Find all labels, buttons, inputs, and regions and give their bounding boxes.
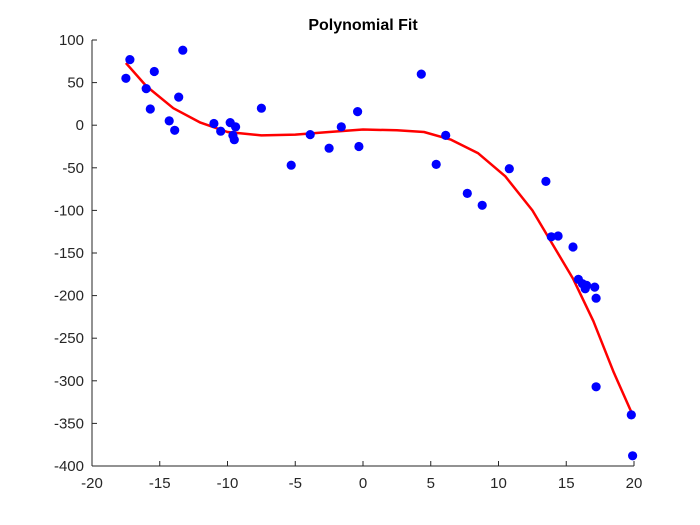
data-point [591, 293, 601, 303]
data-point [336, 122, 346, 132]
x-tick-label: -10 [217, 475, 239, 492]
x-tick-label: 10 [490, 475, 507, 492]
data-point [477, 200, 487, 210]
data-point [441, 130, 451, 140]
data-points [121, 45, 638, 461]
y-tick-label: -200 [54, 288, 84, 305]
y-tick-label: 100 [59, 32, 84, 49]
chart-title: Polynomial Fit [308, 17, 418, 34]
data-point [141, 84, 151, 94]
data-point [209, 118, 219, 129]
data-point [324, 143, 334, 153]
data-point [125, 55, 135, 65]
data-point [121, 73, 131, 83]
y-tick-label: -150 [54, 245, 84, 262]
x-tick-label: -15 [149, 475, 171, 492]
data-point [582, 280, 592, 290]
data-point [145, 104, 155, 114]
x-tick-label: -5 [289, 475, 302, 492]
data-point [416, 69, 426, 79]
y-tick-label: -350 [54, 415, 84, 432]
data-point [541, 176, 551, 186]
x-tick-label: 20 [626, 475, 643, 492]
data-point [628, 451, 638, 461]
y-tick-label: 50 [67, 75, 84, 92]
data-point [305, 130, 315, 140]
data-point [354, 141, 364, 152]
data-point [553, 231, 563, 241]
data-point [626, 410, 636, 420]
fit-line-group [124, 62, 634, 416]
data-point [149, 66, 159, 77]
data-point [353, 107, 363, 117]
data-point [164, 116, 174, 126]
axes: -20 -15 -10 -5 0 5 10 15 20100500-50-100-150-200… [54, 32, 642, 492]
y-tick-label: -400 [54, 458, 84, 475]
y-tick-label: -300 [54, 373, 84, 390]
y-tick-label: 0 [76, 117, 84, 134]
y-tick-label: -50 [62, 160, 84, 177]
data-point [591, 382, 601, 392]
data-point [170, 125, 180, 135]
data-point [431, 159, 441, 169]
y-tick-label: -100 [54, 202, 84, 219]
data-point [231, 122, 241, 132]
data-point [256, 103, 266, 113]
fit-line [124, 62, 634, 416]
data-point [590, 282, 600, 292]
data-point [462, 188, 472, 198]
data-point [229, 135, 239, 145]
x-tick-label: 15 [558, 475, 575, 492]
x-tick-label: -20 [81, 475, 103, 492]
data-point [568, 242, 578, 252]
x-tick-label: 0 [359, 475, 367, 492]
data-point [286, 160, 296, 170]
data-point [504, 164, 514, 174]
x-tick-label: 5 [427, 475, 435, 492]
data-point [174, 92, 184, 102]
data-point [546, 232, 556, 242]
data-point [216, 126, 226, 136]
data-point [178, 45, 188, 55]
y-tick-label: -250 [54, 330, 84, 347]
